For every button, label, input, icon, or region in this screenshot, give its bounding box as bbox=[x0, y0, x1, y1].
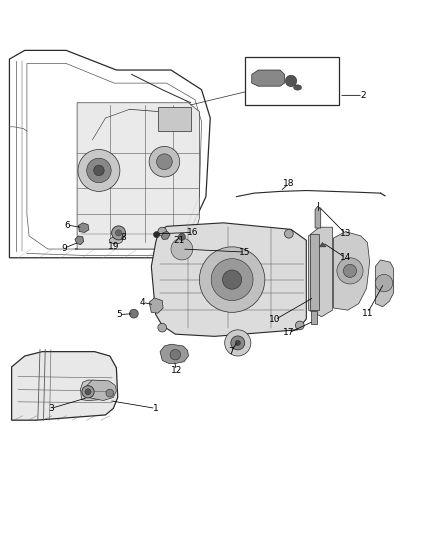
Circle shape bbox=[82, 386, 94, 398]
Polygon shape bbox=[12, 352, 118, 420]
Polygon shape bbox=[319, 243, 326, 247]
FancyBboxPatch shape bbox=[245, 57, 339, 105]
Bar bbox=[311, 311, 317, 324]
Polygon shape bbox=[333, 231, 370, 310]
Text: 1: 1 bbox=[153, 404, 159, 413]
Circle shape bbox=[286, 75, 297, 87]
Circle shape bbox=[85, 389, 91, 395]
Circle shape bbox=[158, 227, 166, 236]
Text: 6: 6 bbox=[64, 221, 70, 230]
Circle shape bbox=[156, 154, 172, 169]
Text: 7: 7 bbox=[228, 347, 233, 356]
Circle shape bbox=[158, 323, 166, 332]
Circle shape bbox=[231, 336, 245, 350]
Circle shape bbox=[106, 389, 114, 397]
Text: 18: 18 bbox=[283, 179, 295, 188]
Circle shape bbox=[78, 149, 120, 191]
Polygon shape bbox=[149, 298, 163, 313]
Circle shape bbox=[178, 233, 185, 240]
Bar bbox=[158, 107, 191, 131]
Circle shape bbox=[343, 264, 357, 277]
Ellipse shape bbox=[293, 85, 301, 90]
Text: 11: 11 bbox=[362, 309, 373, 318]
Polygon shape bbox=[161, 231, 170, 239]
Polygon shape bbox=[160, 344, 188, 364]
Polygon shape bbox=[75, 103, 199, 249]
Circle shape bbox=[235, 340, 240, 345]
Polygon shape bbox=[315, 206, 321, 228]
Polygon shape bbox=[87, 380, 117, 400]
Text: 10: 10 bbox=[269, 315, 281, 324]
Circle shape bbox=[94, 165, 104, 176]
Polygon shape bbox=[151, 223, 306, 336]
Circle shape bbox=[130, 309, 138, 318]
Text: 21: 21 bbox=[173, 236, 184, 245]
Text: 17: 17 bbox=[283, 328, 295, 337]
Circle shape bbox=[116, 230, 122, 236]
Text: 14: 14 bbox=[340, 253, 351, 262]
Polygon shape bbox=[308, 227, 332, 317]
Circle shape bbox=[171, 238, 193, 260]
Polygon shape bbox=[252, 70, 285, 86]
Text: 13: 13 bbox=[340, 229, 351, 238]
Text: 5: 5 bbox=[117, 310, 122, 319]
Circle shape bbox=[199, 247, 265, 312]
Circle shape bbox=[285, 229, 293, 238]
Circle shape bbox=[211, 259, 253, 301]
Text: 2: 2 bbox=[360, 91, 366, 100]
Circle shape bbox=[149, 147, 180, 177]
Text: 19: 19 bbox=[108, 243, 119, 252]
Circle shape bbox=[170, 350, 180, 360]
Text: 12: 12 bbox=[170, 366, 182, 375]
Text: 4: 4 bbox=[140, 298, 145, 307]
Text: 15: 15 bbox=[240, 248, 251, 256]
Text: 3: 3 bbox=[48, 404, 54, 413]
Circle shape bbox=[223, 270, 242, 289]
Circle shape bbox=[225, 330, 251, 356]
Circle shape bbox=[153, 231, 159, 238]
Bar bbox=[310, 234, 318, 310]
Polygon shape bbox=[78, 223, 89, 232]
Circle shape bbox=[87, 158, 111, 183]
Circle shape bbox=[337, 258, 363, 284]
Text: 9: 9 bbox=[61, 244, 67, 253]
Circle shape bbox=[375, 274, 393, 292]
Polygon shape bbox=[75, 236, 84, 245]
Ellipse shape bbox=[110, 237, 123, 244]
Polygon shape bbox=[375, 260, 394, 306]
Circle shape bbox=[295, 321, 304, 330]
Text: 8: 8 bbox=[120, 233, 126, 242]
Text: 16: 16 bbox=[187, 228, 198, 237]
Circle shape bbox=[112, 226, 126, 240]
Polygon shape bbox=[81, 380, 113, 400]
